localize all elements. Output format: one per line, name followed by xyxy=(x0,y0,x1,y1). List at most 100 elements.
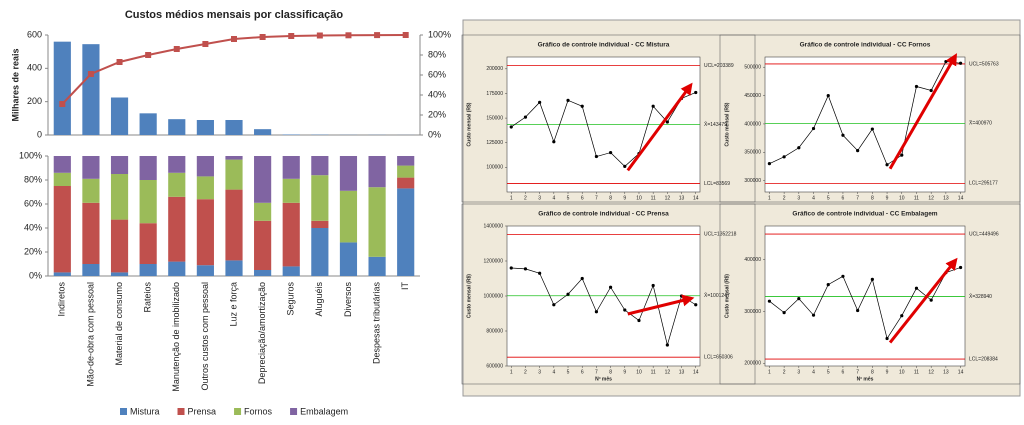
legend-swatch xyxy=(177,408,185,415)
bar xyxy=(53,41,71,135)
bar xyxy=(196,120,214,135)
y-tick-label: 300000 xyxy=(744,309,761,315)
y-tick-label: 450000 xyxy=(744,93,761,99)
x-tick-label: 13 xyxy=(943,195,949,201)
line-marker xyxy=(231,36,237,42)
x-tick-label: 11 xyxy=(651,369,656,375)
y-tick-label: 175000 xyxy=(486,91,503,97)
control-limit-label: UCL=203389 xyxy=(704,63,734,69)
bar xyxy=(82,44,100,135)
stacked-bar-segment xyxy=(53,156,71,173)
y-tick-label: 60% xyxy=(24,198,42,208)
y-tick-label: 1200000 xyxy=(484,258,504,264)
x-tick-label: 1 xyxy=(768,195,771,201)
x-tick-label: 11 xyxy=(914,195,919,201)
x-tick-label: 8 xyxy=(609,369,612,375)
x-tick-label: 6 xyxy=(581,195,584,201)
y-tick-label: 40% xyxy=(24,222,42,232)
line-marker xyxy=(402,32,409,38)
y-tick-label: 200000 xyxy=(744,361,761,367)
x-tick-label: 8 xyxy=(609,195,612,201)
y2-tick-label: 80% xyxy=(428,49,446,59)
bar xyxy=(139,113,157,135)
line-marker xyxy=(87,71,94,77)
data-point xyxy=(594,154,599,159)
data-point xyxy=(552,140,556,144)
stacked-bar-segment xyxy=(168,172,186,197)
x-tick-label: 12 xyxy=(928,195,934,201)
stacked-bar-segment xyxy=(139,264,157,276)
line-marker xyxy=(116,59,123,65)
x-tick-label: 6 xyxy=(842,195,845,201)
stacked-bar-segment xyxy=(139,156,157,180)
legend-label: Mistura xyxy=(130,406,160,416)
stacked-bar-segment xyxy=(254,202,272,221)
x-axis-label: Nº mês xyxy=(857,376,874,382)
stacked-bar-segment xyxy=(397,188,415,276)
control-limit-label: X̄=400970 xyxy=(969,120,992,127)
stacked-bar-segment xyxy=(225,159,243,190)
x-tick-label: Luz e força xyxy=(228,282,238,327)
plot-area xyxy=(764,225,966,367)
stacked-bar-segment xyxy=(139,180,157,224)
plot-area xyxy=(764,56,966,193)
data-point xyxy=(797,296,801,301)
x-tick-label: 4 xyxy=(812,195,815,201)
data-point xyxy=(856,148,860,153)
x-tick-label: 9 xyxy=(623,369,626,375)
stacked-bar-segment xyxy=(196,265,214,276)
stacked-bar-segment xyxy=(168,261,186,276)
data-point xyxy=(782,310,786,315)
x-tick-label: 14 xyxy=(958,369,964,375)
chart-title: Gráfico de controle individual - CC Forn… xyxy=(800,42,931,49)
data-point xyxy=(608,150,613,155)
x-tick-label: 9 xyxy=(886,369,889,375)
chart-title: Gráfico de controle individual - CC Mist… xyxy=(538,42,670,49)
y2-tick-label: 60% xyxy=(428,69,446,79)
data-point xyxy=(623,308,627,312)
stacked-bar-segment xyxy=(282,178,300,203)
x-tick-label: 1 xyxy=(510,369,513,375)
data-point xyxy=(944,59,948,64)
y2-tick-label: 20% xyxy=(428,109,446,119)
x-tick-label: 9 xyxy=(886,195,889,201)
x-tick-label: 4 xyxy=(552,195,555,201)
stacked-bar-segment xyxy=(311,156,329,176)
stacked-bar-segment xyxy=(368,156,386,188)
x-tick-label: 10 xyxy=(899,369,905,375)
trend-arrow xyxy=(626,82,693,172)
x-tick-label: 12 xyxy=(665,369,671,375)
stacked-bar-segment xyxy=(82,156,100,179)
y-tick-label: 0 xyxy=(37,129,42,139)
stacked-bar-segment xyxy=(282,266,300,276)
x-tick-label: 6 xyxy=(581,369,584,375)
x-tick-label: 7 xyxy=(856,369,859,375)
y-tick-label: 20% xyxy=(24,246,42,256)
stacked-bar-segment xyxy=(196,199,214,266)
x-tick-label: 10 xyxy=(636,195,642,201)
legend-label: Prensa xyxy=(188,406,217,416)
x-tick-label: 3 xyxy=(538,195,541,201)
y-tick-label: 1000000 xyxy=(484,293,504,299)
data-point xyxy=(694,90,698,95)
x-tick-label: Diversos xyxy=(343,282,353,318)
y-tick-label: 200000 xyxy=(486,66,503,72)
y-tick-label: 150000 xyxy=(486,115,503,121)
y-tick-label: 1400000 xyxy=(484,223,504,229)
x-tick-label: 2 xyxy=(783,369,786,375)
data-point xyxy=(797,146,801,150)
x-tick-label: 5 xyxy=(827,195,830,201)
data-point xyxy=(580,104,584,108)
data-point xyxy=(958,265,963,270)
x-tick-label: 5 xyxy=(827,369,830,375)
right-panel: Gráfico de controle individual - CC Mist… xyxy=(461,34,1021,385)
data-point xyxy=(870,277,874,282)
data-line xyxy=(769,267,961,340)
x-tick-label: 1 xyxy=(768,369,771,375)
chart-title: Gráfico de controle individual - CC Emba… xyxy=(792,211,937,218)
legend-label: Embalagem xyxy=(300,406,348,416)
control-limit-label: UCL=1352218 xyxy=(704,232,737,238)
trend-arrow xyxy=(888,257,958,344)
stacked-bar-segment xyxy=(82,202,100,264)
